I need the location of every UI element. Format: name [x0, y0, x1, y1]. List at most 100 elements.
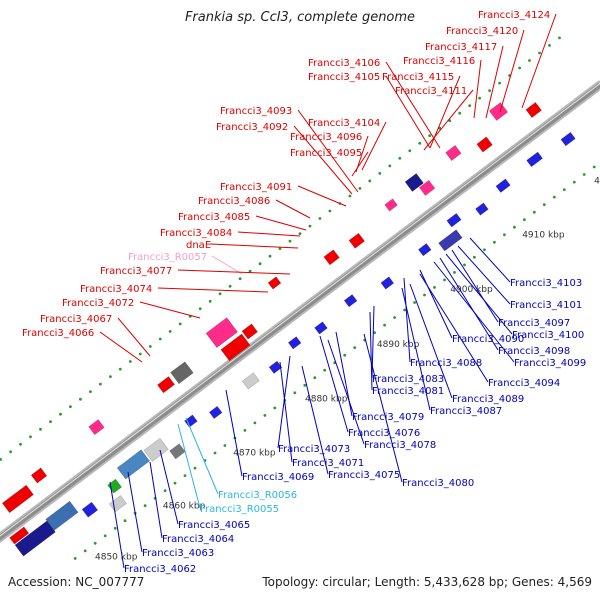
scale-label-4860-kbp: 4860 kbp [163, 502, 206, 512]
lower-tick-dot [493, 240, 496, 244]
label-leader-francci3-4067 [117, 317, 151, 357]
lower-tick-dot [453, 271, 456, 274]
upper-tick-dot [29, 435, 32, 439]
gene-label-francci3-4076: Francci3_4076 [348, 428, 420, 439]
gene-label-francci3-4062: Francci3_4062 [124, 564, 196, 575]
lower-tick-dot [503, 233, 506, 237]
label-leader-francci3-4094 [419, 273, 489, 383]
gene-feature [205, 317, 238, 348]
upper-tick-dot [69, 405, 72, 409]
gene-feature [107, 478, 122, 494]
gene-feature [1, 484, 34, 514]
upper-tick-dot [19, 442, 22, 446]
upper-tick-dot [288, 239, 292, 243]
gene-label-francci3-4089: Francci3_4089 [452, 394, 524, 405]
gene-feature [476, 136, 493, 153]
scale-label-4890-kbp: 4890 kbp [377, 340, 420, 350]
label-leader-francci3-4097 [451, 249, 499, 323]
gene-feature [208, 405, 223, 419]
label-leader-francci3-4089 [409, 283, 453, 399]
label-leader-francci3-4101 [457, 245, 511, 305]
gene-feature [525, 102, 542, 118]
lower-tick-dot [383, 323, 386, 327]
gene-label-francci3-4064: Francci3_4064 [162, 534, 234, 545]
gene-feature [267, 276, 282, 290]
gene-label-francci3-4095: Francci3_4095 [290, 148, 362, 159]
gene-label-francci3-4115: Francci3_4115 [382, 72, 454, 83]
gene-label-francci3-4104: Francci3_4104 [308, 118, 380, 129]
gene-label-francci3-4069: Francci3_4069 [242, 472, 314, 483]
lower-tick-dot [73, 557, 77, 560]
upper-tick-dot [368, 179, 372, 183]
upper-tick-dot [79, 397, 82, 401]
gene-label-francci3-4067: Francci3_4067 [40, 314, 112, 325]
label-leader-francci3-4064 [149, 461, 163, 539]
gene-feature [108, 495, 127, 513]
upper-tick-dot [398, 156, 402, 160]
upper-tick-dot [148, 345, 152, 348]
upper-tick-dot [458, 111, 462, 115]
upper-tick-dot [158, 337, 162, 341]
lower-tick-dot [343, 353, 347, 357]
label-leader-francci3-4120 [499, 29, 525, 113]
lower-tick-dot [323, 368, 327, 372]
upper-tick-dot [418, 141, 422, 145]
gene-label-francci3-4071: Francci3_4071 [292, 458, 364, 469]
lower-tick-dot [213, 451, 217, 455]
upper-tick-dot [318, 217, 322, 220]
scale-label-4910-kbp: 4910 kbp [522, 231, 565, 241]
gene-feature [526, 151, 543, 168]
upper-tick-dot [258, 262, 262, 266]
label-leader-francci3-4062 [109, 481, 125, 569]
gene-feature [323, 249, 340, 266]
gene-feature [404, 173, 424, 192]
upper-tick-dot [59, 412, 62, 416]
gene-feature [495, 178, 511, 193]
lower-tick-dot [273, 406, 277, 410]
gene-label-francci3-4092: Francci3_4092 [216, 122, 288, 133]
label-leader-francci3-4085 [255, 215, 307, 231]
upper-tick-dot [118, 367, 122, 371]
gene-label-francci3-4086: Francci3_4086 [198, 196, 270, 207]
upper-tick-dot [428, 134, 432, 138]
gene-label-francci3-4073: Francci3_4073 [278, 444, 350, 455]
gene-label-francci3-4103: Francci3_4103 [510, 278, 582, 289]
upper-tick-dot [268, 254, 272, 258]
label-leader-francci3-4117 [485, 45, 504, 119]
gene-label-francci3-4083: Francci3_4083 [372, 374, 444, 385]
lower-tick-dot [373, 331, 376, 334]
gene-label-francci3-r0056: Francci3_R0056 [218, 490, 297, 501]
label-leader-francci3-4069 [225, 389, 243, 477]
gene-feature [241, 372, 260, 390]
gene-feature [445, 145, 462, 161]
upper-tick-dot [128, 360, 132, 363]
label-leader-francci3-4080 [363, 333, 403, 483]
gene-label-francci3-4088: Francci3_4088 [410, 358, 482, 369]
lower-tick-dot [263, 414, 267, 417]
lower-tick-dot [93, 541, 97, 545]
label-leader-francci3-4073 [277, 355, 291, 449]
label-leader-francci3-4116 [473, 59, 482, 119]
gene-label-francci3-4100: Francci3_4100 [512, 330, 584, 341]
upper-tick-dot [0, 458, 2, 461]
gene-feature [380, 276, 395, 290]
label-leader-francci3-r0057 [211, 255, 243, 275]
gene-feature [475, 202, 489, 216]
label-leader-francci3-4084 [237, 231, 301, 237]
lower-tick-dot [103, 534, 107, 538]
label-leader-francci3-4087 [401, 287, 431, 411]
lower-tick-dot [413, 301, 416, 304]
gene-label-francci3-4101: Francci3_4101 [510, 300, 582, 311]
gene-feature [418, 243, 432, 257]
genome-backbone-highlight [0, 83, 600, 537]
label-leader-francci3-4111 [423, 89, 474, 151]
label-leader-francci3-4063 [127, 471, 143, 553]
gene-feature [157, 376, 175, 394]
upper-tick-dot [518, 66, 521, 70]
label-leader-francci3-4093 [297, 109, 359, 193]
gene-feature [418, 179, 436, 196]
upper-tick-dot [99, 382, 102, 386]
gene-label-francci3-4124: Francci3_4124 [478, 10, 550, 21]
label-leader-francci3-4088 [403, 277, 411, 363]
